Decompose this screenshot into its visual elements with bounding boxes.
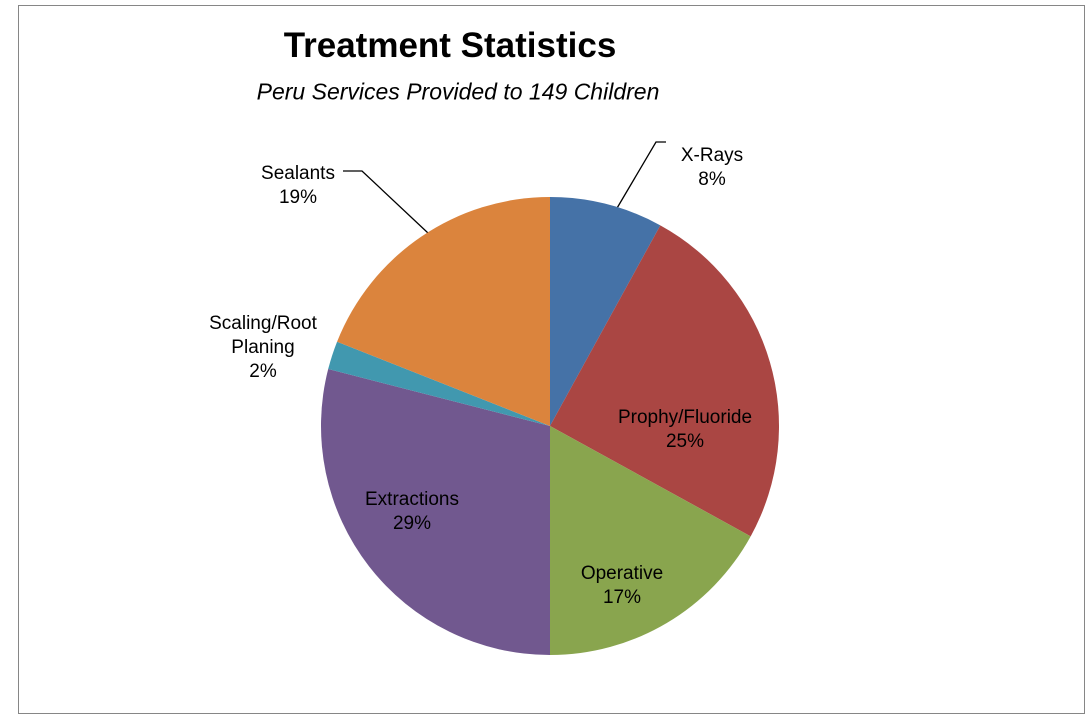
category-label: Operative — [580, 563, 664, 584]
pie-slice — [320, 369, 550, 655]
chart-title: Treatment Statistics — [283, 26, 617, 65]
pie-slice — [550, 197, 661, 426]
slice-label: Sealants 19% — [228, 162, 368, 210]
slice-label: Prophy/Fluoride 25% — [615, 406, 755, 454]
chart-subtitle: Peru Services Provided to 149 Children — [256, 78, 660, 105]
leader-line — [343, 170, 429, 234]
leader-line — [609, 141, 666, 221]
category-label: Scaling/Root Planing — [209, 313, 317, 358]
pie-slice — [328, 341, 550, 426]
slice-label: Extractions 29% — [342, 488, 482, 536]
value-label: 17% — [602, 587, 642, 608]
slice-label: X-Rays 8% — [642, 144, 782, 192]
category-label: Sealants — [261, 163, 335, 184]
category-label: Extractions — [365, 489, 459, 510]
slice-label: Operative 17% — [552, 562, 692, 610]
pie-slice — [337, 197, 550, 426]
value-label: 8% — [698, 169, 726, 190]
pie-slice — [550, 225, 779, 537]
category-label: Prophy/Fluoride — [617, 407, 753, 428]
value-label: 19% — [278, 187, 318, 208]
pie-slice — [550, 426, 751, 655]
slice-label: Scaling/Root Planing 2% — [193, 312, 333, 384]
value-label: 2% — [249, 361, 277, 382]
value-label: 25% — [665, 431, 705, 452]
category-label: X-Rays — [680, 145, 744, 166]
value-label: 29% — [392, 513, 432, 534]
